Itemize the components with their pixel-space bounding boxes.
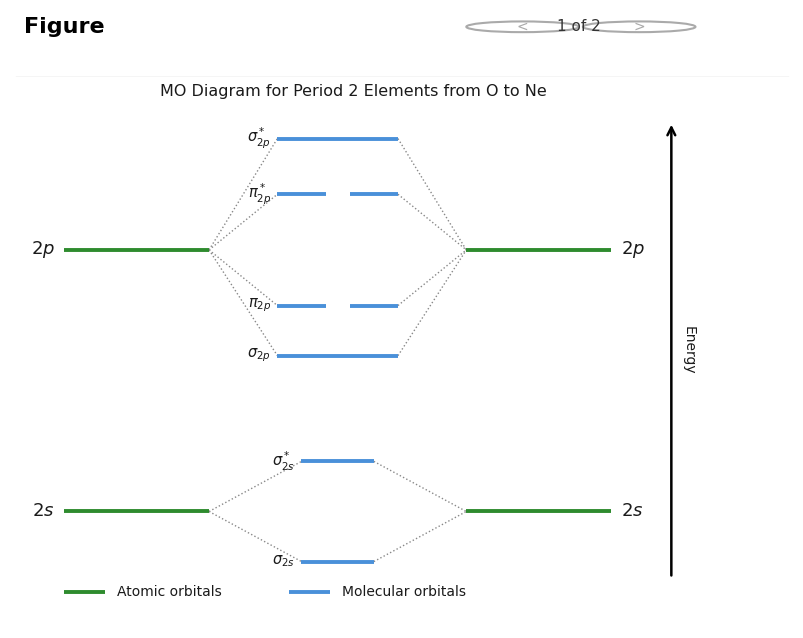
Text: $2s$: $2s$ [32,503,55,521]
Text: $2p$: $2p$ [31,239,55,260]
Text: $\pi_{2p}$: $\pi_{2p}$ [247,297,271,315]
Text: MO Diagram for Period 2 Elements from O to Ne: MO Diagram for Period 2 Elements from O … [160,84,547,99]
Text: Energy: Energy [681,326,695,375]
Text: $\sigma_{2s}$: $\sigma_{2s}$ [272,554,295,570]
Text: Figure: Figure [24,17,104,37]
Text: >: > [633,20,644,34]
Text: <: < [516,20,528,34]
Text: Atomic orbitals: Atomic orbitals [116,585,221,599]
Text: $\sigma^*_{2p}$: $\sigma^*_{2p}$ [247,126,271,151]
Text: $\sigma_{2p}$: $\sigma_{2p}$ [247,347,271,364]
Text: $2s$: $2s$ [620,503,642,521]
Text: 1 of 2: 1 of 2 [556,19,600,34]
Text: $\sigma^*_{2s}$: $\sigma^*_{2s}$ [272,450,295,473]
Text: $2p$: $2p$ [620,239,644,260]
Text: Molecular orbitals: Molecular orbitals [341,585,465,599]
Text: $\pi^*_{2p}$: $\pi^*_{2p}$ [247,182,271,207]
